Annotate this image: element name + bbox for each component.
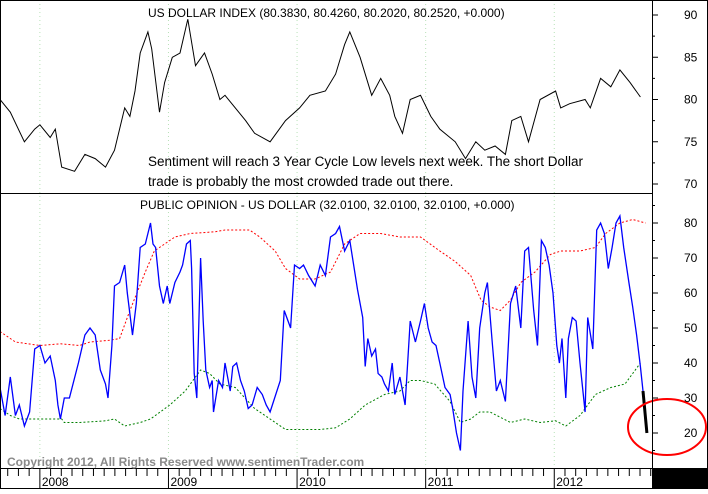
- x-tick-label: 2012: [556, 475, 583, 489]
- public-opinion-title: PUBLIC OPINION - US DOLLAR (32.0100, 32.…: [140, 198, 515, 212]
- latest-sentiment-segment: [641, 390, 649, 434]
- sentiment-line: [0, 213, 644, 451]
- x-tick-label: 2008: [42, 475, 69, 489]
- x-tick-label: 2010: [299, 475, 326, 489]
- dollar-index-title: US DOLLAR INDEX (80.3830, 80.4260, 80.20…: [148, 6, 505, 20]
- y-tick-label: 70: [684, 177, 698, 191]
- y-tick-label: 60: [684, 286, 698, 300]
- y-tick-label: 70: [684, 251, 698, 265]
- copyright-footer: Copyright 2012, All Rights Reserved www.…: [7, 455, 364, 469]
- highlight-circle: [627, 398, 707, 456]
- y-tick-label: 80: [684, 216, 698, 230]
- y-tick-label: 20: [684, 426, 698, 440]
- y-tick-label: 40: [684, 356, 698, 370]
- dollar-index-panel: [0, 19, 641, 172]
- x-tick-label: 2009: [170, 475, 197, 489]
- x-tick-label: 2011: [428, 475, 454, 489]
- corner-block: [652, 468, 708, 489]
- y-tick-label: 80: [684, 93, 698, 107]
- public-opinion-panel: [0, 213, 707, 456]
- y-tick-label: 30: [684, 391, 698, 405]
- y-tick-label: 50: [684, 321, 698, 335]
- dollar-index-line: [0, 19, 641, 172]
- annotation-line-2: trade is probably the most crowded trade…: [148, 174, 453, 189]
- y-tick-label: 85: [684, 50, 698, 64]
- y-tick-label: 75: [684, 135, 698, 149]
- lower-band-line: [0, 362, 641, 430]
- annotation-line-1: Sentiment will reach 3 Year Cycle Low le…: [148, 154, 583, 169]
- y-tick-label: 90: [684, 8, 698, 22]
